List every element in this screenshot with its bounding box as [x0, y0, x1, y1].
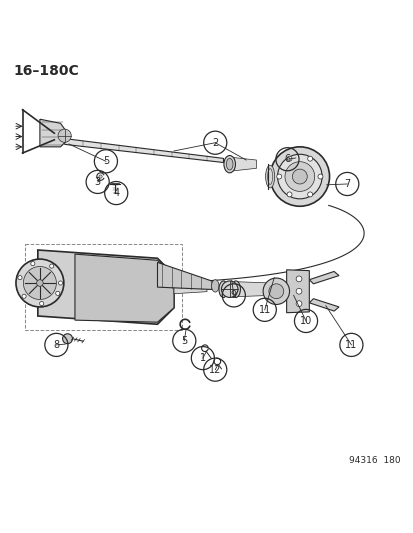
Circle shape	[307, 156, 312, 161]
Polygon shape	[173, 285, 206, 294]
Circle shape	[50, 264, 54, 268]
Polygon shape	[75, 254, 173, 322]
Text: 2: 2	[211, 138, 218, 148]
Circle shape	[268, 284, 283, 298]
Circle shape	[58, 281, 62, 285]
Circle shape	[62, 334, 72, 344]
Polygon shape	[64, 139, 223, 163]
Circle shape	[284, 161, 314, 191]
Polygon shape	[40, 119, 64, 147]
Circle shape	[295, 288, 301, 294]
Circle shape	[292, 169, 306, 184]
Ellipse shape	[226, 158, 233, 170]
Circle shape	[58, 129, 71, 142]
Text: 12: 12	[209, 365, 221, 375]
Text: 5: 5	[102, 156, 109, 166]
Circle shape	[22, 294, 26, 298]
Circle shape	[36, 280, 43, 286]
Text: 1: 1	[199, 353, 205, 363]
Text: 3: 3	[94, 177, 100, 187]
Circle shape	[18, 276, 22, 280]
Text: 9: 9	[230, 290, 236, 301]
Polygon shape	[237, 282, 270, 297]
Circle shape	[263, 278, 289, 304]
Circle shape	[99, 175, 102, 178]
Text: 11: 11	[344, 340, 357, 350]
Circle shape	[221, 281, 237, 297]
Ellipse shape	[267, 282, 273, 296]
Polygon shape	[309, 271, 338, 284]
Ellipse shape	[223, 156, 235, 173]
Text: 5: 5	[181, 336, 187, 346]
Circle shape	[286, 156, 291, 161]
Ellipse shape	[211, 280, 218, 292]
Circle shape	[286, 192, 291, 197]
Text: 16–180C: 16–180C	[13, 64, 78, 78]
Circle shape	[56, 291, 59, 295]
Polygon shape	[309, 298, 338, 311]
Text: 94316  180: 94316 180	[349, 456, 400, 465]
Circle shape	[295, 276, 301, 282]
Circle shape	[269, 147, 329, 206]
Polygon shape	[286, 270, 309, 313]
Ellipse shape	[231, 281, 240, 297]
Polygon shape	[38, 250, 173, 324]
Text: 10: 10	[299, 316, 311, 326]
Text: 4: 4	[113, 188, 119, 198]
Ellipse shape	[267, 169, 272, 184]
Circle shape	[23, 266, 56, 300]
Text: 7: 7	[343, 179, 349, 189]
Ellipse shape	[218, 281, 228, 297]
Circle shape	[307, 192, 312, 197]
Circle shape	[40, 302, 44, 305]
Circle shape	[317, 174, 322, 179]
Circle shape	[295, 301, 301, 306]
Circle shape	[16, 259, 64, 307]
Polygon shape	[157, 262, 215, 289]
Polygon shape	[233, 158, 256, 171]
Ellipse shape	[265, 165, 274, 188]
Text: 11: 11	[258, 305, 270, 315]
Text: 8: 8	[53, 340, 59, 350]
Circle shape	[31, 262, 35, 265]
Circle shape	[277, 154, 321, 199]
Circle shape	[276, 174, 281, 179]
Text: 6: 6	[284, 154, 290, 164]
